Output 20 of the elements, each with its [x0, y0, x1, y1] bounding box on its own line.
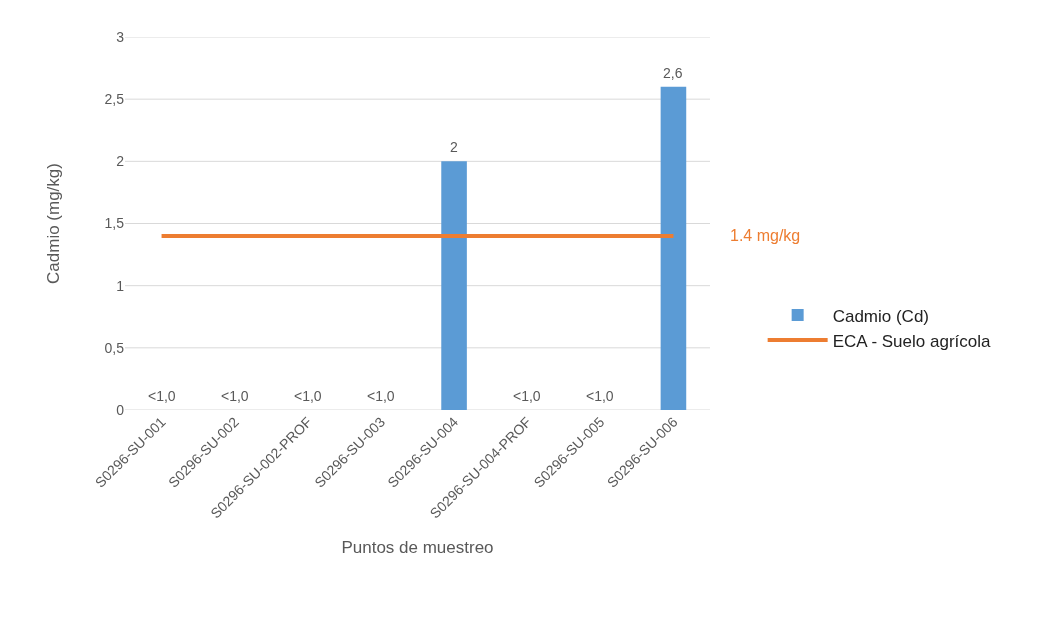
text: <1,0 [586, 388, 614, 404]
data-label: 2,6 [663, 65, 683, 81]
x-axis-title: Puntos de muestreo [341, 537, 494, 557]
text: <1,0 [148, 388, 176, 404]
y-axis-title: Cadmio (mg/kg) [44, 163, 64, 284]
y-tick-label: 2 [116, 153, 125, 170]
legend-label: ECA - Suelo agrícola [832, 331, 991, 351]
data-label: 2 [450, 139, 458, 155]
y-tick-label: 0 [116, 401, 125, 418]
y-tick-label: 1 [116, 277, 125, 294]
text: <1,0 [513, 388, 541, 404]
y-tick-label: 2,5 [104, 91, 125, 108]
y-tick-label: 1,5 [104, 215, 125, 232]
text: 1.4 mg/kg [730, 227, 801, 244]
legend-label: Cadmio (Cd) [832, 306, 930, 326]
text: <1,0 [367, 388, 395, 404]
text: <1,0 [221, 388, 249, 404]
y-tick-label: 0,5 [104, 339, 125, 356]
y-tick-label: 3 [116, 28, 125, 45]
text: <1,0 [294, 388, 322, 404]
